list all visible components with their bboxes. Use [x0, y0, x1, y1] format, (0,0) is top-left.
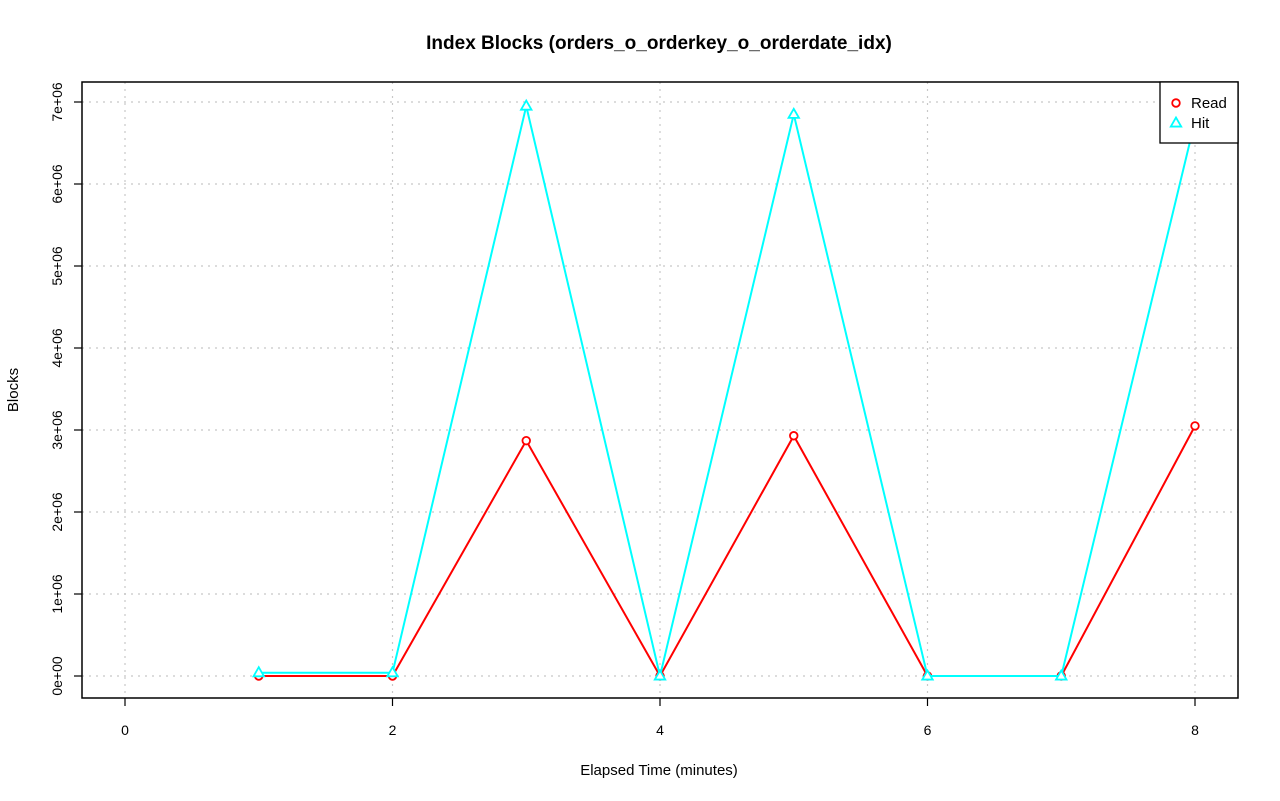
point-hit: [385, 665, 400, 678]
legend-marker-hit: [1169, 115, 1183, 128]
point-read: [1190, 421, 1200, 431]
series-line-hit: [258, 105, 1196, 677]
legend: Read Hit: [1159, 81, 1239, 144]
point-hit: [786, 106, 801, 119]
y-axis: 0e+00 1e+06 2e+06 3e+06 4e+06 5e+06 6e+06 7e+06: [49, 82, 82, 696]
y-tick-label: 0e+00: [49, 656, 65, 696]
x-tick-label: 6: [924, 722, 932, 738]
x-tick-label: 2: [389, 722, 397, 738]
grid: [82, 82, 1238, 698]
point-hit: [920, 668, 935, 681]
point-hit: [653, 668, 667, 681]
y-tick-label: 6e+06: [49, 164, 65, 204]
x-axis-label: Elapsed Time (minutes): [580, 762, 738, 779]
point-hit: [519, 98, 534, 111]
y-tick-label: 7e+06: [49, 82, 65, 122]
legend-box: [1159, 81, 1239, 144]
y-tick-label: 2e+06: [49, 492, 65, 532]
y-tick-label: 3e+06: [49, 410, 65, 450]
x-tick-label: 0: [121, 722, 129, 738]
y-axis-label: Blocks: [5, 368, 22, 412]
point-read: [789, 431, 799, 441]
y-tick-label: 4e+06: [49, 328, 65, 368]
legend-label-hit: Hit: [1191, 115, 1210, 132]
point-hit: [1054, 668, 1069, 681]
point-read: [521, 435, 531, 446]
series-layer: [251, 98, 1202, 681]
series-line-read: [258, 425, 1196, 679]
point-hit: [251, 665, 266, 678]
y-tick-label: 1e+06: [49, 574, 65, 614]
legend-marker-read: [1171, 98, 1181, 108]
x-tick-label: 4: [656, 722, 664, 738]
y-tick-label: 5e+06: [49, 246, 65, 286]
legend-label-read: Read: [1191, 95, 1227, 112]
x-tick-label: 8: [1191, 722, 1199, 738]
chart-title: Index Blocks (orders_o_orderkey_o_orderd…: [426, 33, 892, 54]
x-axis: 0 2 4 6 8: [121, 698, 1199, 738]
